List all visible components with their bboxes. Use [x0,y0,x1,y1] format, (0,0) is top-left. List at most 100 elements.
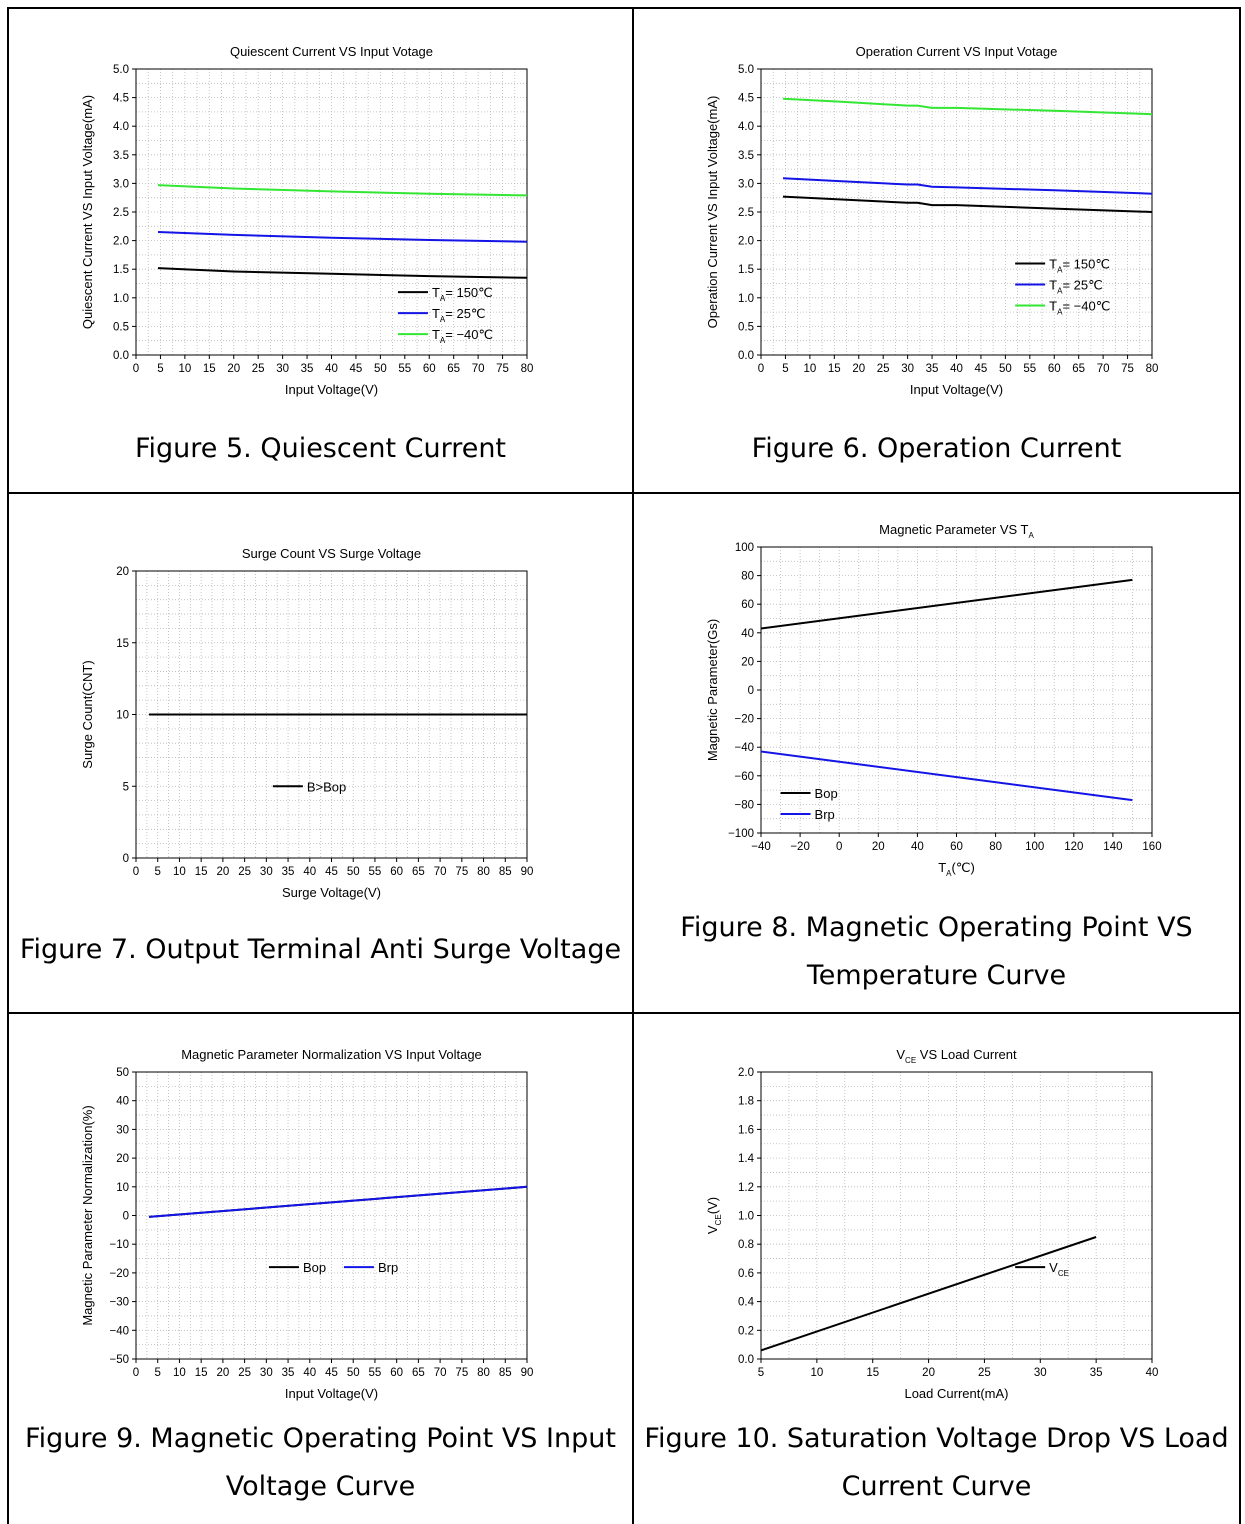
surge-count-chart: 0 5 10 15 20 25 30 35 40 45 50 55 60 65 70 75 80 85 90 0 5 10… [80,546,533,900]
caption-line: Figure 7. Output Terminal Anti Surge Vol… [19,934,622,965]
y-tick-label: 1.8 [738,1096,754,1108]
x-tick-label: 35 [301,363,314,375]
x-tick-label: 50 [999,363,1012,375]
series-line [157,231,528,243]
x-tick-label: 5 [157,363,163,375]
x-tick-label: 10 [178,363,191,375]
figure-7-cell: 0 5 10 15 20 25 30 35 40 45 50 55 60 65 70 75 80 85 90 0 5 10… [9,494,632,1012]
legend: Bop Brp [780,786,838,822]
x-tick-label: 20 [872,841,885,853]
x-tick-label: 80 [477,866,490,878]
y-tick-label: 20 [116,566,129,578]
y-tick-label: 1.4 [738,1153,755,1165]
legend-label: TA= 150℃ [1049,256,1110,274]
legend-label: TA= 150℃ [432,285,493,303]
x-tick-label: 20 [852,363,865,375]
legend-label: TA= −40℃ [432,327,493,345]
y-tick-label: 0.8 [738,1239,754,1251]
legend: TA= 150℃ TA= 25℃ TA= −40℃ [397,285,493,345]
x-tick-label: 20 [216,866,229,878]
grid [760,546,1153,834]
x-tick-label: 0 [133,1367,139,1379]
x-tick-label: 80 [989,841,1002,853]
x-tick-label: 90 [521,1367,534,1379]
y-tick-label: 3.0 [113,178,129,190]
caption-line: Figure 8. Magnetic Operating Point VS [680,912,1193,943]
y-tick-label: 40 [116,1096,129,1108]
x-tick-label: 25 [978,1367,991,1379]
x-tick-label: 0 [758,363,764,375]
x-tick-label: 55 [1023,363,1036,375]
y-tick-label: −40 [734,742,754,754]
y-tick-label: 2.0 [738,236,754,248]
x-tick-label: 30 [901,363,914,375]
x-tick-label: 75 [455,1367,468,1379]
quiescent-current-chart: 0 5 10 15 20 25 30 35 40 45 50 55 60 65 70 75 80 0.0 0.5 1.… [80,44,533,397]
y-tick-label: 3.0 [738,178,754,190]
y-tick-label: 1.0 [738,1211,754,1223]
chart-title: Magnetic Parameter VS TA [879,522,1034,540]
grid [135,1071,528,1360]
legend-label: TA= 25℃ [1049,277,1103,295]
x-tick-label: 20 [216,1367,229,1379]
border-right [1239,7,1241,1524]
y-tick-label: −20 [734,714,754,726]
y-tick-label: 20 [741,656,754,668]
x-tick-label: 80 [477,1367,490,1379]
operation-current-chart: 0 5 10 15 20 25 30 35 40 45 50 55 60 65 70 75 80 0.0 0.5 1.… [705,44,1158,397]
y-tick-label: 4.5 [738,93,754,105]
x-tick-label: 65 [447,363,460,375]
y-axis-label: Magnetic Parameter Normalization(%) [80,1105,95,1325]
x-tick-label: 75 [455,866,468,878]
x-tick-label: 45 [325,866,338,878]
x-tick-label: 0 [836,841,842,853]
figure-9-cell: 0 5 10 15 20 25 30 35 40 45 50 55 60 65 70 75 80 85 90 −50 −… [9,1014,632,1524]
y-tick-label: 1.6 [738,1124,754,1136]
series-line [760,750,1133,802]
x-tick-label: 85 [499,866,512,878]
figure-9-caption: Figure 9. Magnetic Operating Point VS In… [9,1415,632,1511]
chart-title: VCE VS Load Current [896,1047,1017,1065]
x-tick-label: 35 [282,866,295,878]
x-tick-label: 55 [369,1367,382,1379]
y-axis-label: Surge Count(CNT) [80,660,95,768]
caption-line: Figure 9. Magnetic Operating Point VS In… [25,1423,616,1454]
y-tick-label: −80 [734,799,754,811]
y-tick-label: 50 [116,1067,129,1079]
y-axis-label: Operation Current VS Input Voltage(mA) [705,96,720,329]
x-tick-label: 70 [1097,363,1110,375]
legend: B>Bop [272,779,346,794]
x-tick-label: 5 [155,866,161,878]
caption-line: Current Curve [841,1471,1032,1502]
border-top [7,7,1241,9]
x-tick-label: 10 [173,866,186,878]
x-tick-label: 5 [782,363,788,375]
x-axis-label: Input Voltage(V) [910,382,1003,397]
y-tick-label: 0.0 [113,350,129,362]
y-tick-label: 1.0 [113,293,129,305]
x-tick-label: 35 [1090,1367,1103,1379]
x-tick-label: 120 [1064,841,1083,853]
legend-label: TA= −40℃ [1049,298,1110,316]
caption-line: Figure 6. Operation Current [751,433,1122,464]
y-tick-label: 2.5 [113,207,129,219]
y-tick-label: 3.5 [113,150,129,162]
x-tick-label: 15 [195,1367,208,1379]
x-tick-label: 85 [499,1367,512,1379]
y-tick-label: 1.0 [738,293,754,305]
y-tick-label: 0.0 [738,350,754,362]
x-axis-label: Input Voltage(V) [285,1386,378,1401]
figure-7-caption: Figure 7. Output Terminal Anti Surge Vol… [9,926,632,974]
x-tick-label: 10 [810,1367,823,1379]
x-tick-label: 40 [303,1367,316,1379]
y-tick-label: 0.5 [113,321,129,333]
x-tick-label: 5 [758,1367,764,1379]
legend-label: VCE [1049,1260,1069,1278]
y-tick-label: 60 [741,599,754,611]
x-tick-label: 0 [133,363,139,375]
x-tick-label: −20 [790,841,810,853]
y-axis-label: VCE(V) [705,1197,723,1234]
y-axis-label: Quiescent Current VS Input Voltage(mA) [80,95,95,329]
y-tick-label: 4.0 [113,121,129,133]
x-tick-label: 160 [1142,841,1161,853]
